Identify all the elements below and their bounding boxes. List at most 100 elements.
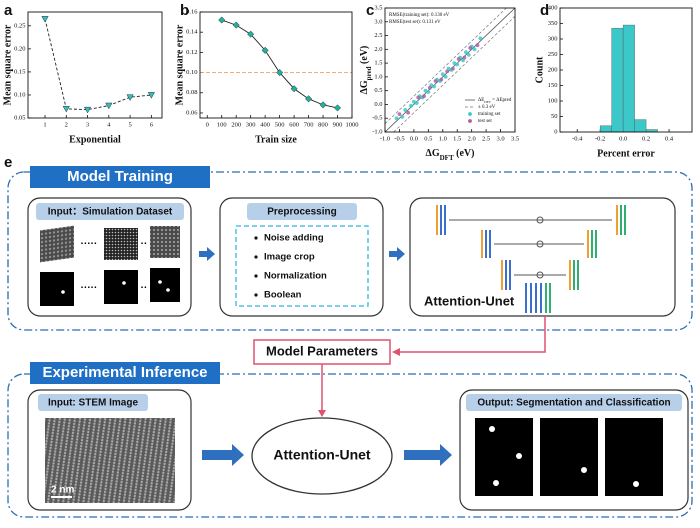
training-frame <box>7 171 693 331</box>
point <box>445 69 450 74</box>
point <box>397 112 402 116</box>
y-tick-label: 0.0 <box>374 101 382 108</box>
plot-background <box>200 12 352 118</box>
x-axis-label: ΔGDFT (eV) <box>426 148 475 161</box>
x-tick-label: 800 <box>318 121 328 128</box>
bar <box>622 24 635 133</box>
stem-title: Input: STEM Image <box>48 398 138 409</box>
dot <box>581 467 587 473</box>
image <box>150 268 180 302</box>
x-tick-label: 100 <box>217 121 227 128</box>
model-box <box>409 197 676 317</box>
y-tick-label: 0.12 <box>186 49 197 56</box>
attention-gate <box>536 271 544 279</box>
bar <box>599 125 612 133</box>
inference-title: Experimental Inference <box>42 364 207 381</box>
image <box>150 226 180 258</box>
chart: c -1.0 -0.5 0.0 0.5 1.0 1.5 2.0 2.5 3.0 3.5 -1.0 -0.… <box>359 2 519 162</box>
dot <box>633 481 639 487</box>
y-axis-label-part: pred <box>365 66 373 80</box>
x-tick-label: 400 <box>260 121 270 128</box>
point <box>411 99 416 104</box>
y-tick-label: 0.16 <box>186 8 198 15</box>
step: Normalization <box>264 271 327 282</box>
steps-frame <box>235 225 369 307</box>
point <box>432 84 437 89</box>
ellipsis: ·· <box>141 239 148 250</box>
y-axis-label-part: ΔG <box>359 80 370 94</box>
stem-tab <box>38 394 148 411</box>
x-tick-label: 4 <box>107 121 111 128</box>
y-tick-label: 0 <box>554 128 557 135</box>
dot <box>122 281 126 285</box>
point <box>452 61 457 66</box>
point <box>455 62 460 67</box>
x-tick-label: 2.0 <box>468 135 476 142</box>
x-tick-label: 3.0 <box>496 135 504 142</box>
stem-image <box>45 418 175 503</box>
x-tick-label: 0.2 <box>642 135 650 142</box>
y-tick-label: 3.0 <box>374 18 382 25</box>
x-tick-label: 300 <box>246 121 256 128</box>
dataset-images: ····· ·· ····· ·· <box>40 225 180 306</box>
point <box>440 72 445 77</box>
point <box>409 103 413 108</box>
y-tick-label: 0.5 <box>374 87 382 94</box>
arrow <box>404 444 452 466</box>
y-tick-label: -0.5 <box>372 115 382 122</box>
y-tick-label: 0.10 <box>186 69 197 76</box>
model-label: Attention-Unet <box>273 447 371 463</box>
input-title: Input：Simulation Dataset <box>48 207 173 218</box>
inference-header <box>30 362 220 384</box>
x-tick-label: 700 <box>304 121 314 128</box>
legend-label: training set <box>478 112 501 117</box>
point <box>416 95 421 100</box>
chart: d -0.4 -0.2 0.0 0.2 0.4 0 50 100 150 200 250 300 350 4… <box>534 2 693 159</box>
point <box>466 52 471 57</box>
point <box>414 101 419 105</box>
marker <box>83 106 92 114</box>
legend-label: ± 0.3 eV <box>478 105 496 110</box>
y-tick-label: 250 <box>548 51 558 58</box>
x-tick-label: 1.0 <box>439 135 447 142</box>
point <box>472 47 477 52</box>
dot <box>489 426 495 432</box>
legend-label-part: DFT <box>484 100 491 104</box>
image <box>40 272 74 306</box>
y-tick-label: 0.06 <box>186 109 198 116</box>
x-tick-label: 2 <box>65 121 68 128</box>
bullet <box>254 293 258 297</box>
bullet <box>254 255 258 259</box>
y-tick-label: 300 <box>548 35 558 42</box>
point <box>439 77 444 82</box>
x-tick-label: 500 <box>275 121 285 128</box>
point <box>422 94 426 99</box>
point <box>427 86 432 90</box>
ellipsis: ····· <box>81 283 98 294</box>
legend-label: ΔEDFT = ΔEpred <box>478 98 512 104</box>
y-tick-label: 0.20 <box>14 45 25 52</box>
y-axis-label-part: (eV) <box>359 46 370 67</box>
legend-label-part: = ΔEpred <box>491 98 512 103</box>
y-axis-label: ΔGpred (eV) <box>359 46 372 95</box>
plot-background <box>28 12 162 118</box>
y-axis-label: Mean square error <box>2 24 13 105</box>
model-label: Attention-Unet <box>424 293 515 308</box>
marker <box>276 69 284 77</box>
legend-marker <box>468 112 472 116</box>
legend-label-part: ΔE <box>478 98 484 103</box>
point <box>443 74 448 79</box>
y-tick-label: 2.0 <box>374 46 382 53</box>
marker <box>126 94 134 101</box>
y-tick-label: -1.0 <box>372 128 382 135</box>
x-tick-label: 3.5 <box>511 135 519 142</box>
band-line <box>393 16 516 133</box>
model-node <box>251 417 393 495</box>
arrow <box>389 247 405 261</box>
bar <box>611 27 624 133</box>
x-tick-label: 0.0 <box>619 135 627 142</box>
attention-gate <box>536 240 544 248</box>
marker <box>232 21 240 29</box>
y-axis-label: Count <box>534 56 545 83</box>
